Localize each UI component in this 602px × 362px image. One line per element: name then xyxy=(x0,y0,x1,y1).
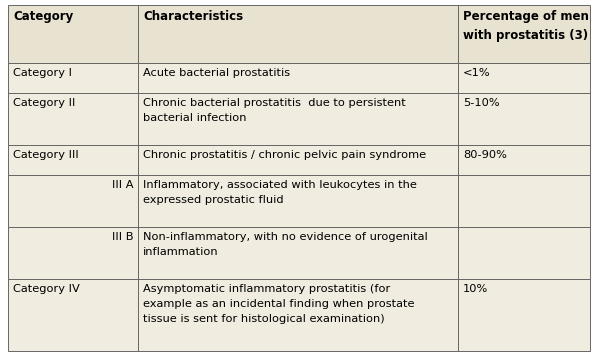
Text: 80-90%: 80-90% xyxy=(463,150,507,160)
Text: Chronic prostatitis / chronic pelvic pain syndrome: Chronic prostatitis / chronic pelvic pai… xyxy=(143,150,426,160)
Text: 10%: 10% xyxy=(463,284,488,294)
Bar xyxy=(8,63,590,93)
Bar xyxy=(8,279,590,351)
Text: Non-inflammatory, with no evidence of urogenital
inflammation: Non-inflammatory, with no evidence of ur… xyxy=(143,232,428,257)
Text: Category: Category xyxy=(13,10,73,23)
Bar xyxy=(8,175,590,227)
Text: Asymptomatic inflammatory prostatitis (for
example as an incidental finding when: Asymptomatic inflammatory prostatitis (f… xyxy=(143,284,415,324)
Text: 5-10%: 5-10% xyxy=(463,98,500,108)
Text: Category II: Category II xyxy=(13,98,75,108)
Bar xyxy=(8,227,590,279)
Text: Chronic bacterial prostatitis  due to persistent
bacterial infection: Chronic bacterial prostatitis due to per… xyxy=(143,98,406,123)
Text: Inflammatory, associated with leukocytes in the
expressed prostatic fluid: Inflammatory, associated with leukocytes… xyxy=(143,180,417,205)
Bar xyxy=(8,145,590,175)
Text: Category IV: Category IV xyxy=(13,284,79,294)
Text: Category III: Category III xyxy=(13,150,79,160)
Text: Category I: Category I xyxy=(13,68,72,78)
Text: III B: III B xyxy=(111,232,133,242)
Text: Percentage of men
with prostatitis (3): Percentage of men with prostatitis (3) xyxy=(463,10,589,42)
Text: <1%: <1% xyxy=(463,68,491,78)
Bar xyxy=(8,5,590,63)
Text: Characteristics: Characteristics xyxy=(143,10,243,23)
Bar xyxy=(8,93,590,145)
Text: Acute bacterial prostatitis: Acute bacterial prostatitis xyxy=(143,68,290,78)
Text: III A: III A xyxy=(111,180,133,190)
